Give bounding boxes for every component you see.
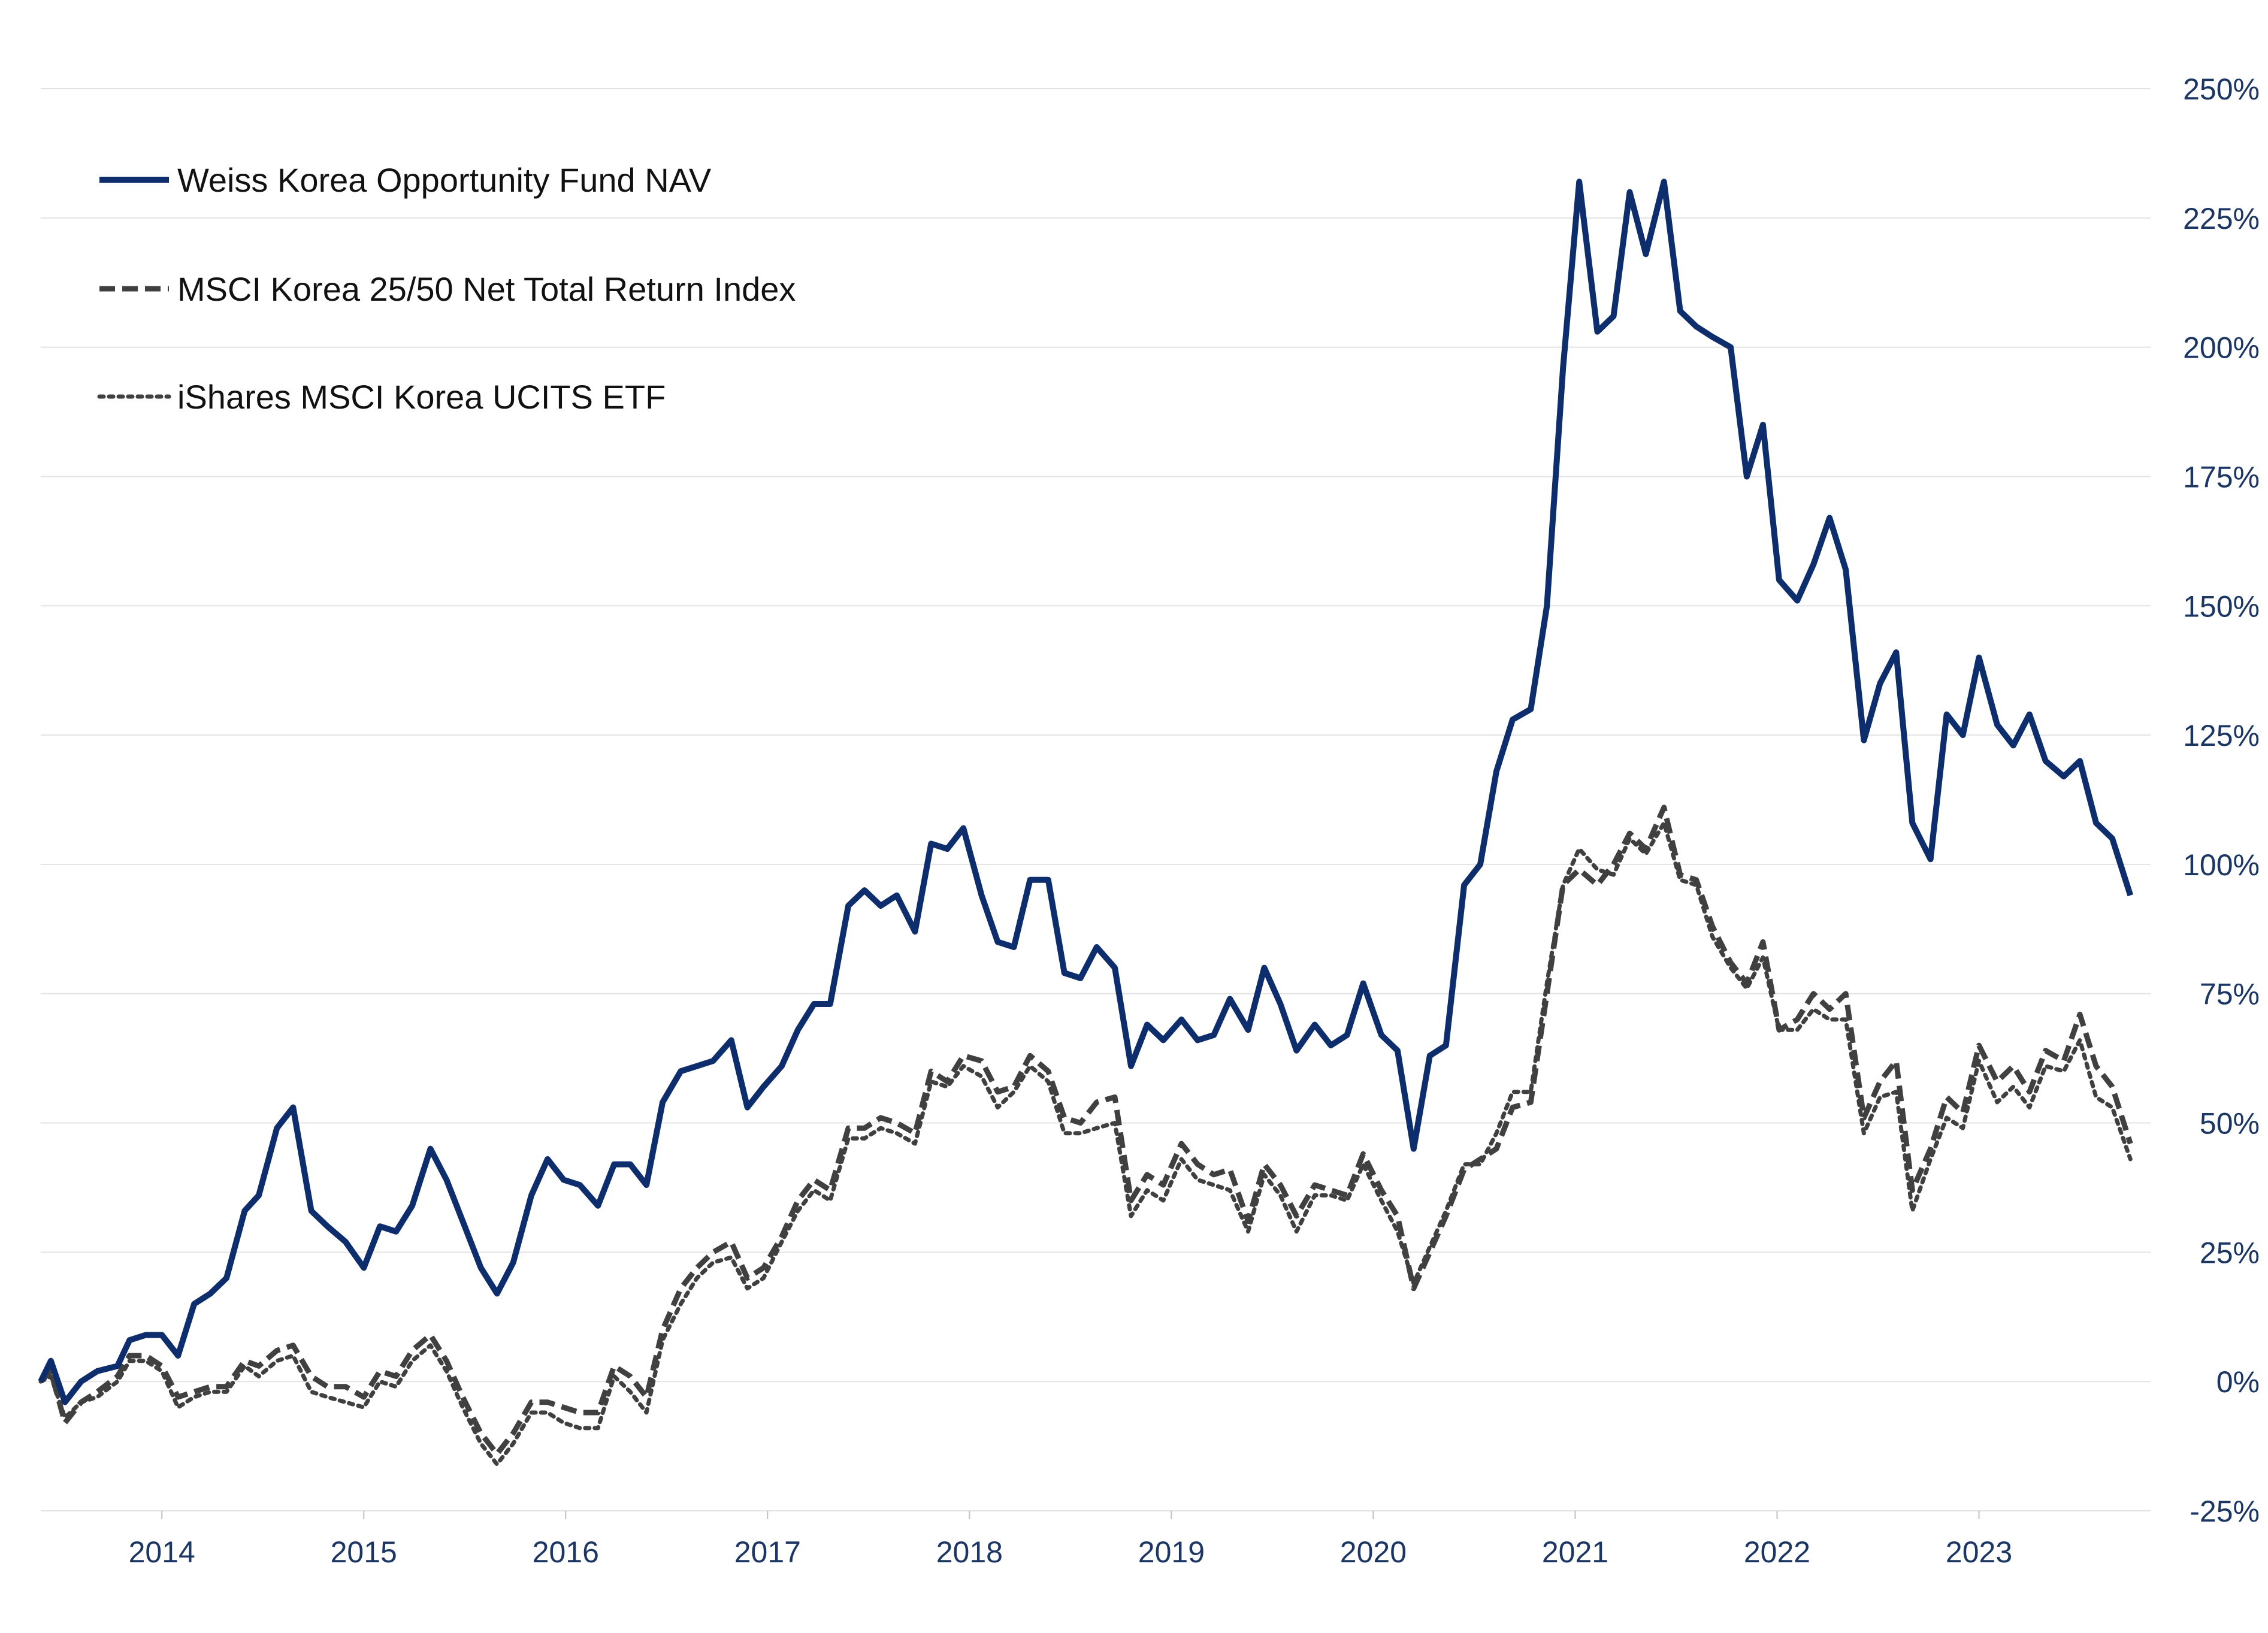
y-tick-label: 100% <box>2183 848 2260 882</box>
y-axis-tick-labels: 250% 225% 200% 175% 150% 125% 100% 75% 50% 25% 0% -… <box>2183 72 2260 1528</box>
y-tick-label: 0% <box>2216 1365 2260 1399</box>
x-tick-label: 2015 <box>331 1535 397 1569</box>
legend-label: iShares MSCI Korea UCITS ETF <box>177 378 666 416</box>
series-line-dashed <box>38 805 2133 1457</box>
y-tick-label: 200% <box>2183 331 2260 365</box>
y-tick-label: -25% <box>2190 1495 2260 1528</box>
x-tick-label: 2017 <box>734 1535 801 1569</box>
x-tick-label: 2019 <box>1138 1535 1205 1569</box>
series-line-solid <box>38 179 2134 1405</box>
legend-label: MSCI Korea 25/50 Net Total Return Index <box>177 270 796 308</box>
y-tick-label: 175% <box>2183 460 2260 494</box>
x-tick-label: 2020 <box>1340 1535 1407 1569</box>
legend: Weiss Korea Opportunity Fund NAV MSCI Kor… <box>97 161 796 416</box>
x-tick-label: 2021 <box>1542 1535 1608 1569</box>
series-lines <box>38 179 2134 1466</box>
x-tick-label: 2018 <box>936 1535 1003 1569</box>
y-tick-label: 75% <box>2200 978 2260 1011</box>
x-tick-label: 2022 <box>1744 1535 1810 1569</box>
series-line-dotted <box>38 821 2133 1466</box>
y-tick-label: 150% <box>2183 589 2260 623</box>
legend-label: Weiss Korea Opportunity Fund NAV <box>177 161 712 199</box>
x-axis: 2014 2015 2016 2017 2018 2019 2020 2021 2022 2023 <box>41 1510 2151 1569</box>
y-tick-label: 50% <box>2200 1107 2260 1141</box>
x-tick-label: 2023 <box>1946 1535 2012 1569</box>
y-tick-label: 225% <box>2183 202 2260 235</box>
x-tick-label: 2014 <box>129 1535 195 1569</box>
y-tick-label: 25% <box>2200 1236 2260 1269</box>
x-tick-label: 2016 <box>533 1535 599 1569</box>
y-tick-label: 250% <box>2183 72 2260 106</box>
y-tick-label: 125% <box>2183 719 2260 752</box>
